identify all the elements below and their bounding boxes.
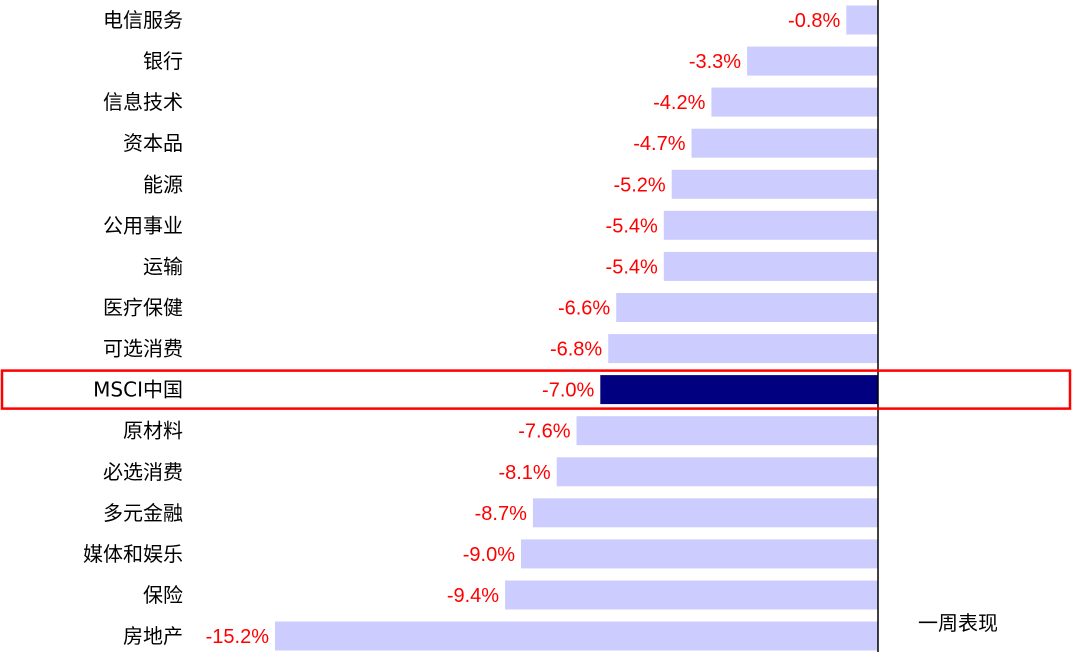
bar-14 xyxy=(505,580,878,610)
bar-9 xyxy=(600,375,878,405)
bars-layer xyxy=(275,5,878,651)
bar-6 xyxy=(663,251,878,281)
value-label: -0.8% xyxy=(788,10,840,32)
category-label: 可选消费 xyxy=(103,337,183,361)
category-label: 电信服务 xyxy=(103,8,183,32)
value-label: -9.0% xyxy=(463,544,515,566)
category-label: 信息技术 xyxy=(103,90,183,114)
category-label: 原材料 xyxy=(123,419,183,443)
value-label: -4.2% xyxy=(653,92,705,114)
category-label: 多元金融 xyxy=(103,501,183,525)
bar-13 xyxy=(521,539,878,569)
value-label: -9.4% xyxy=(447,585,499,607)
category-label: 能源 xyxy=(143,172,183,196)
category-label: 医疗保健 xyxy=(103,296,183,320)
category-label: 公用事业 xyxy=(103,213,183,237)
highlight-box xyxy=(0,369,1072,410)
bar-3 xyxy=(691,128,878,158)
value-label: -3.3% xyxy=(689,51,741,73)
bar-4 xyxy=(671,169,878,199)
category-label: 运输 xyxy=(143,254,183,278)
bar-7 xyxy=(616,293,878,322)
value-label: -5.2% xyxy=(613,174,665,196)
value-label: -15.2% xyxy=(206,626,270,648)
category-label: 资本品 xyxy=(123,131,183,155)
bar-5 xyxy=(663,210,878,240)
value-label: -7.0% xyxy=(542,380,594,402)
bar-1 xyxy=(747,46,878,76)
legend-label: 一周表现 xyxy=(918,611,998,635)
category-label: MSCI中国 xyxy=(93,378,183,402)
value-label: -4.7% xyxy=(633,133,685,155)
value-label: -5.4% xyxy=(606,215,658,237)
category-label: 媒体和娱乐 xyxy=(83,542,183,566)
value-label: -5.4% xyxy=(606,256,658,278)
category-label: 房地产 xyxy=(123,624,183,648)
bar-12 xyxy=(532,498,878,528)
labels-layer: 电信服务 -0.8% 银行 -3.3% 信息技术 -4.2% 资本品 -4.7% 能源 -5.2%… xyxy=(83,8,841,648)
value-label: -8.7% xyxy=(475,503,527,525)
bar-11 xyxy=(556,457,878,487)
value-label: -7.6% xyxy=(518,421,570,443)
value-label: -6.8% xyxy=(550,339,602,361)
bar-15 xyxy=(275,621,878,651)
bar-10 xyxy=(576,416,878,446)
bar-2 xyxy=(711,87,878,117)
value-label: -8.1% xyxy=(498,462,550,484)
category-label: 银行 xyxy=(143,49,183,73)
value-label: -6.6% xyxy=(558,298,610,320)
bar-8 xyxy=(608,334,878,364)
category-label: 必选消费 xyxy=(103,460,183,484)
category-label: 保险 xyxy=(143,583,183,607)
bar-0 xyxy=(846,5,878,35)
